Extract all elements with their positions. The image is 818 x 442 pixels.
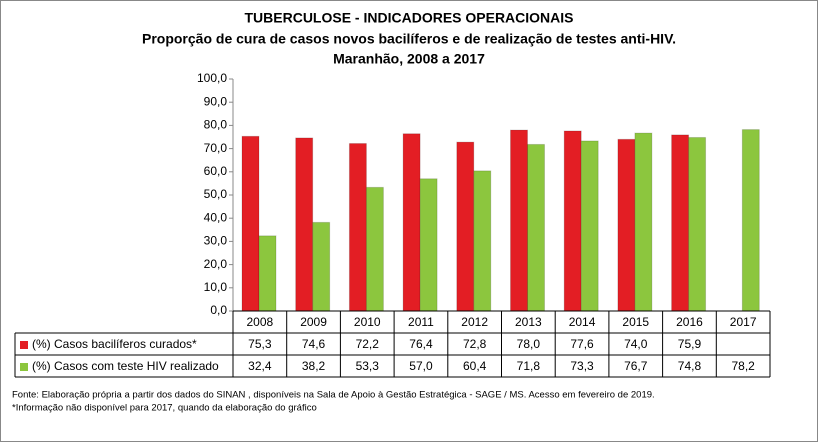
bar <box>312 221 331 312</box>
bar <box>473 170 492 312</box>
table-value: 74,8 <box>678 359 702 373</box>
table-value: 71,8 <box>517 359 541 373</box>
x-tick-label: 2015 <box>622 315 649 329</box>
y-tick-label: 100,0 <box>197 71 227 85</box>
y-tick-label: 90,0 <box>204 94 228 108</box>
y-tick-label: 70,0 <box>204 141 228 155</box>
legend-label: (%) Casos com teste HIV realizado <box>32 359 219 373</box>
table-value: 53,3 <box>356 359 380 373</box>
table-value: 76,4 <box>409 337 433 351</box>
x-tick-label: 2011 <box>408 315 434 329</box>
x-tick-label: 2010 <box>354 315 381 329</box>
bar <box>402 133 421 312</box>
table-value: 60,4 <box>463 359 487 373</box>
x-tick-label: 2017 <box>730 315 757 329</box>
chart-title: TUBERCULOSE - INDICADORES OPERACIONAIS <box>244 10 573 26</box>
table-value: 76,7 <box>624 359 648 373</box>
bar <box>258 235 277 312</box>
y-tick-label: 30,0 <box>204 234 228 248</box>
table-value: 72,2 <box>356 337 380 351</box>
bar <box>634 132 653 312</box>
table-value: 78,0 <box>517 337 541 351</box>
table-value: 74,0 <box>624 337 648 351</box>
table-value: 72,8 <box>463 337 487 351</box>
bar <box>419 178 438 312</box>
chart-subtitle: Proporção de cura de casos novos bacilíf… <box>142 31 676 47</box>
y-tick-label: 20,0 <box>204 257 228 271</box>
bar <box>348 142 367 312</box>
table-value: 32,4 <box>248 359 272 373</box>
bar <box>741 129 760 312</box>
x-tick-label: 2008 <box>246 315 273 329</box>
legend-swatch <box>20 363 28 371</box>
bar <box>510 129 528 312</box>
footnote: *Informação não disponível para 2017, qu… <box>12 403 317 414</box>
legend-label: (%) Casos bacilíferos curados* <box>32 337 197 351</box>
bar <box>671 134 690 312</box>
bar <box>580 140 599 312</box>
bar <box>241 135 260 312</box>
bar <box>527 143 545 312</box>
bar <box>563 130 582 312</box>
table-value: 75,9 <box>678 337 702 351</box>
table-value: 75,3 <box>248 337 272 351</box>
table-value: 78,2 <box>731 359 755 373</box>
table-value: 77,6 <box>570 337 594 351</box>
y-tick-label: 80,0 <box>204 118 228 132</box>
bar <box>365 186 384 312</box>
bar <box>295 137 314 312</box>
chart-subtitle: Maranhão, 2008 a 2017 <box>333 51 485 67</box>
bar <box>688 136 707 312</box>
table-value: 38,2 <box>302 359 326 373</box>
legend-swatch <box>20 341 28 349</box>
y-tick-label: 50,0 <box>204 187 228 201</box>
bar <box>617 138 636 312</box>
y-tick-label: 40,0 <box>204 210 228 224</box>
x-tick-label: 2014 <box>569 315 596 329</box>
table-value: 73,3 <box>570 359 594 373</box>
table-value: 74,6 <box>302 337 326 351</box>
y-tick-label: 10,0 <box>204 280 228 294</box>
x-tick-label: 2012 <box>461 315 488 329</box>
table-value: 57,0 <box>409 359 433 373</box>
bar <box>456 141 475 312</box>
x-tick-label: 2009 <box>300 315 327 329</box>
x-tick-label: 2016 <box>676 315 703 329</box>
y-tick-label: 0,0 <box>210 303 227 317</box>
x-tick-label: 2013 <box>515 315 542 329</box>
footnote: Fonte: Elaboração própria a partir dos d… <box>12 390 655 401</box>
y-tick-label: 60,0 <box>204 164 228 178</box>
